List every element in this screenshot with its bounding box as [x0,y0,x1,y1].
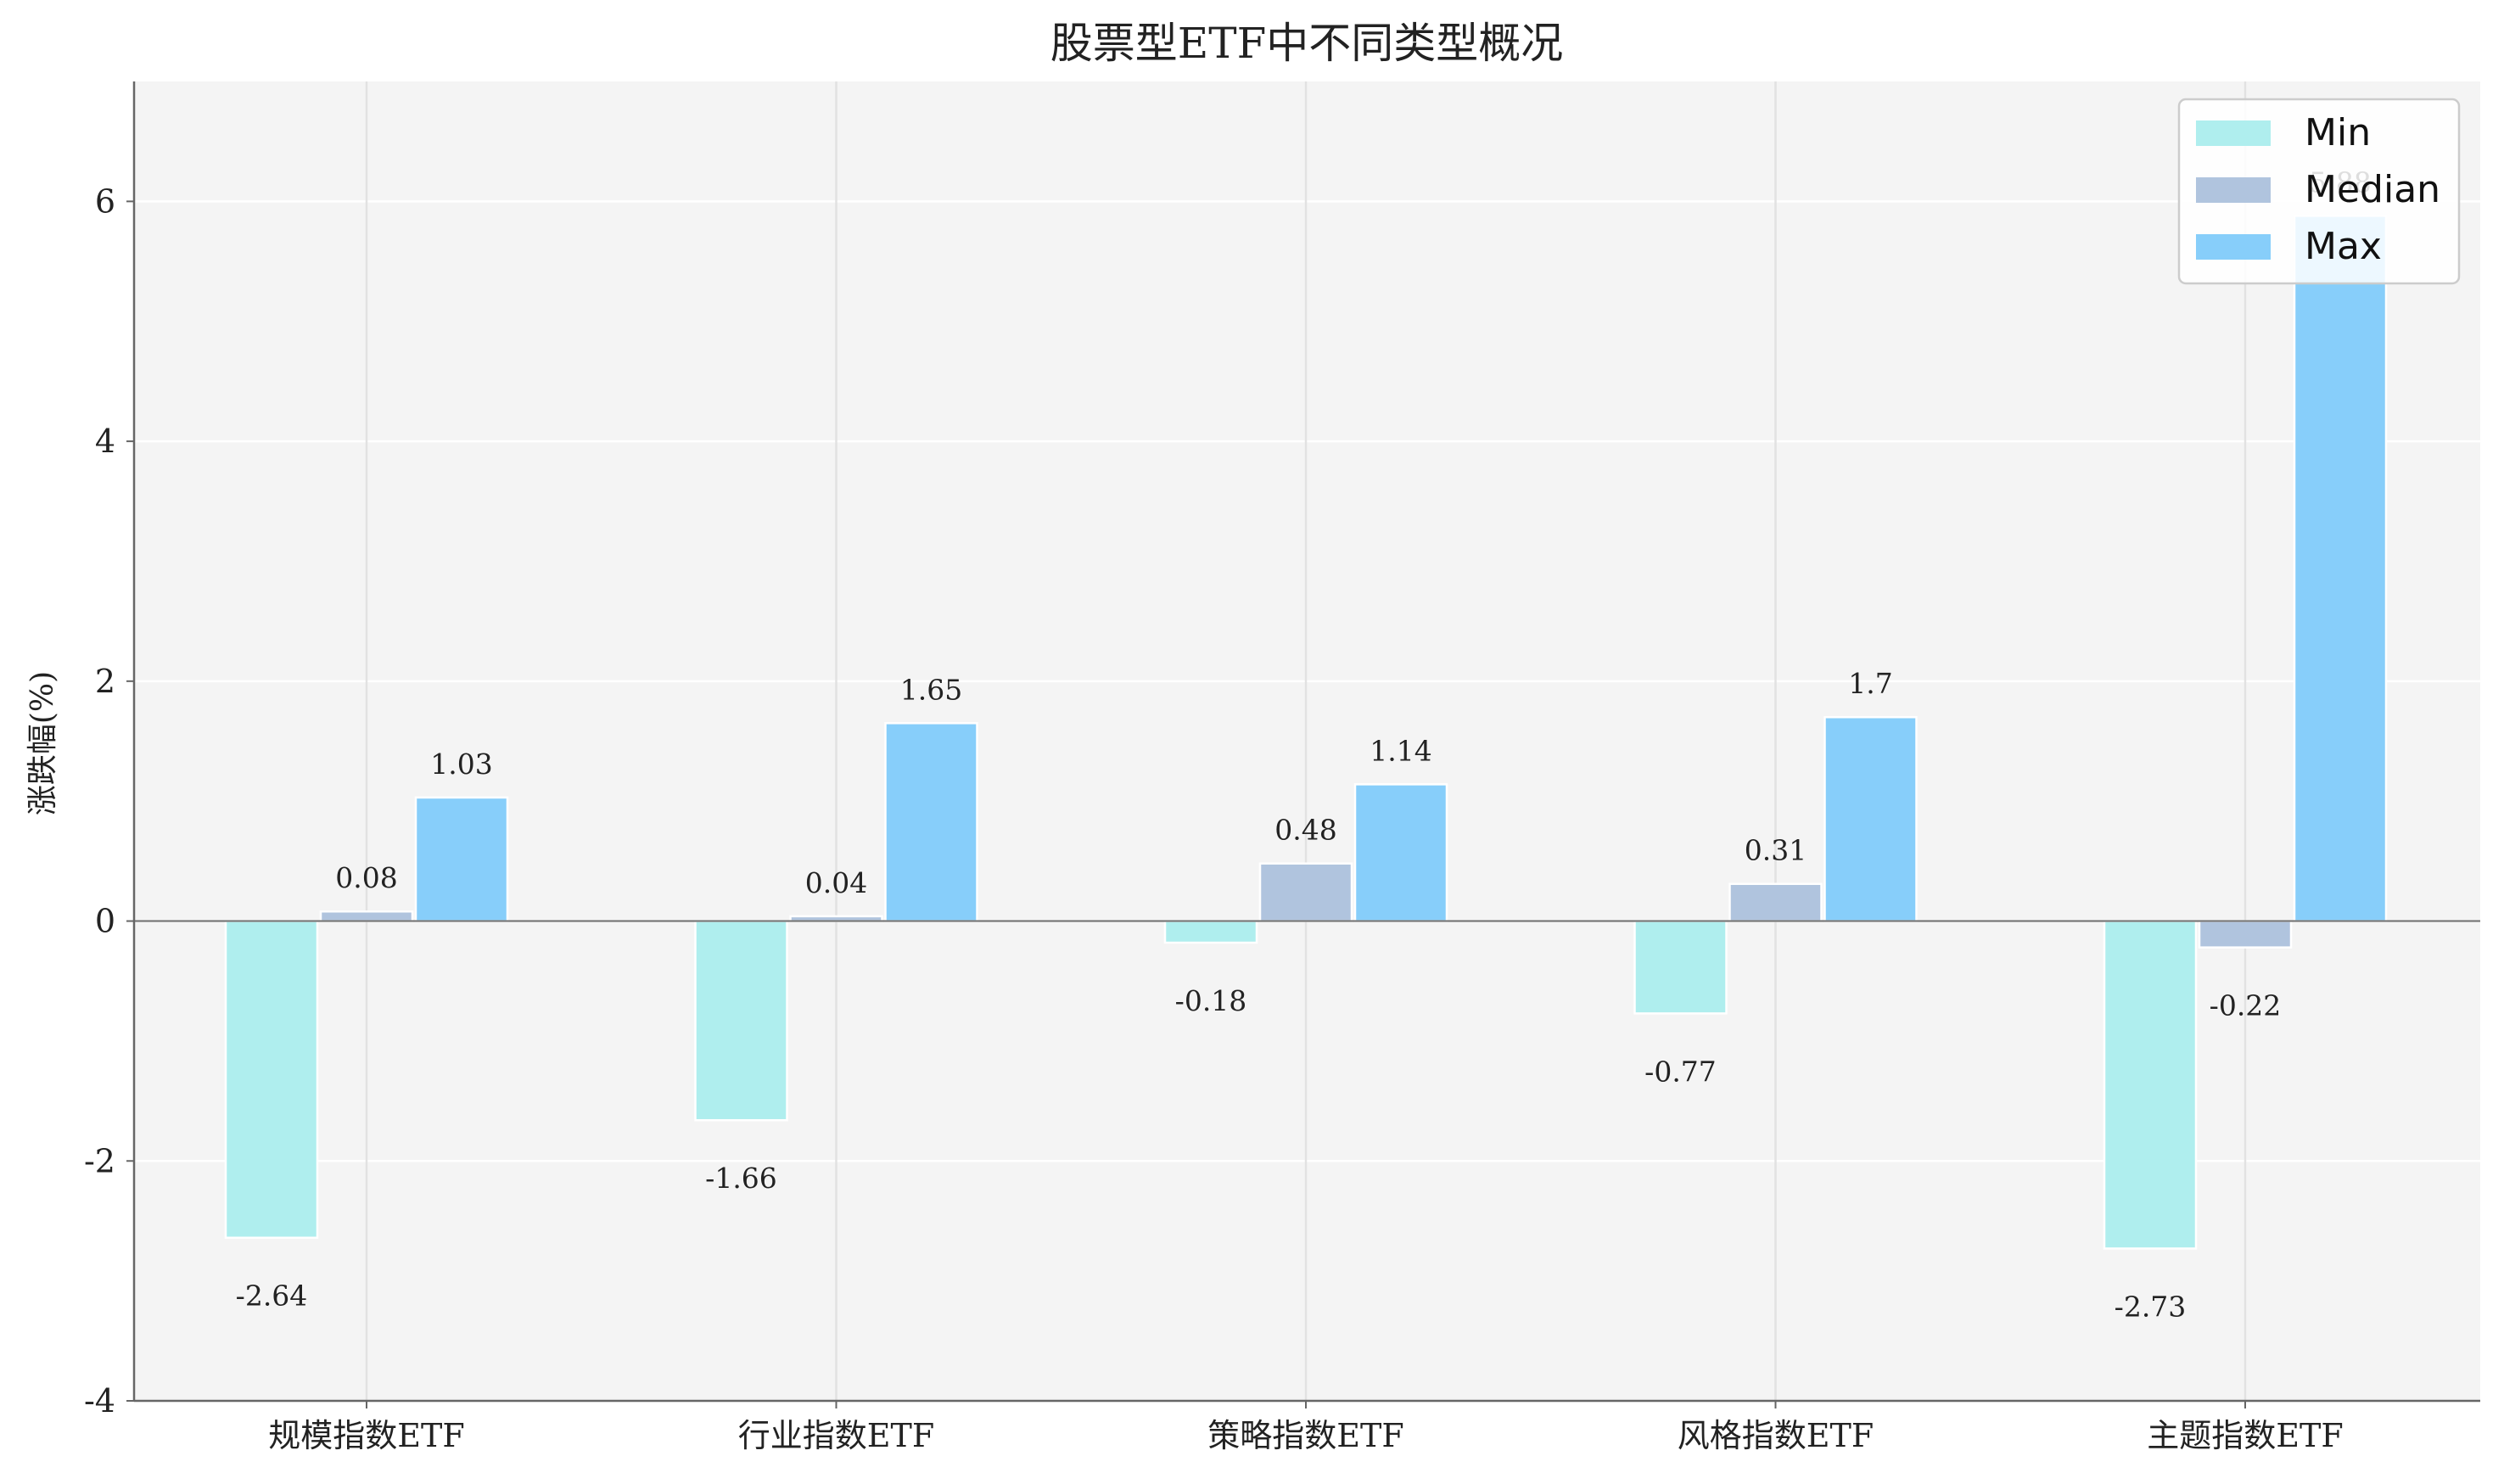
y-tick-label: 4 [95,423,115,460]
y-tick-label: 6 [95,182,115,220]
bar-min [2103,920,2198,1250]
bar-min [694,920,788,1122]
x-tick-label: 主题指数ETF [2147,1417,2343,1454]
bars [224,215,2388,1250]
y-tick-label: 2 [95,663,115,700]
bar-min [1163,920,1258,944]
y-axis-label: 涨跌幅(%) [25,671,60,815]
legend-swatch-min [2196,120,2271,146]
bar-max [414,796,509,922]
data-label: -1.66 [705,1162,777,1195]
axes [132,81,2480,1403]
data-label: -0.18 [1175,984,1247,1017]
legend-label-max: Max [2305,225,2382,268]
legend: Min Median Max [2177,98,2461,285]
plot-background [134,81,2480,1401]
legend-label-median: Median [2305,168,2440,211]
data-label: 0.04 [805,866,867,899]
x-tick-label: 行业指数ETF [738,1417,934,1454]
data-label: 0.48 [1274,814,1336,847]
data-label: 1.14 [1370,734,1431,767]
bar-max [884,722,978,922]
data-label: -2.73 [2115,1290,2187,1323]
legend-swatch-median [2196,177,2271,203]
x-tick-label: 策略指数ETF [1207,1417,1403,1454]
bar-max [1823,715,1918,922]
bar-min [1633,920,1728,1015]
data-label: 1.65 [900,673,962,706]
bar-max [2293,215,2388,922]
data-label: 1.03 [430,748,492,781]
bar-min [224,920,319,1239]
y-tick-label: -2 [84,1142,115,1179]
data-label: 0.31 [1745,834,1807,867]
bar-median [319,910,414,922]
bar-max [1353,783,1448,922]
legend-swatch-max [2196,234,2271,260]
grid-lines [134,81,2480,1401]
data-label: 0.08 [335,861,397,894]
y-ticks: -4 -2 0 2 4 6 [84,182,134,1420]
legend-label-min: Min [2305,111,2371,154]
bar-median [1728,882,1823,922]
data-label: 1.7 [1848,667,1892,700]
x-tick-label: 风格指数ETF [1678,1417,1874,1454]
data-label: -0.22 [2210,989,2282,1022]
chart-title: 股票型ETF中不同类型概况 [1050,19,1564,68]
data-label: -2.64 [236,1280,308,1313]
y-tick-label: -4 [84,1382,115,1420]
data-label: -0.77 [1644,1055,1717,1088]
x-tick-labels: 规模指数ETF 行业指数ETF 策略指数ETF 风格指数ETF 主题指数ETF [268,1401,2344,1454]
bar-median [2198,920,2293,949]
bar-median [1258,862,1353,922]
y-tick-label: 0 [95,903,115,940]
x-tick-label: 规模指数ETF [268,1417,464,1454]
